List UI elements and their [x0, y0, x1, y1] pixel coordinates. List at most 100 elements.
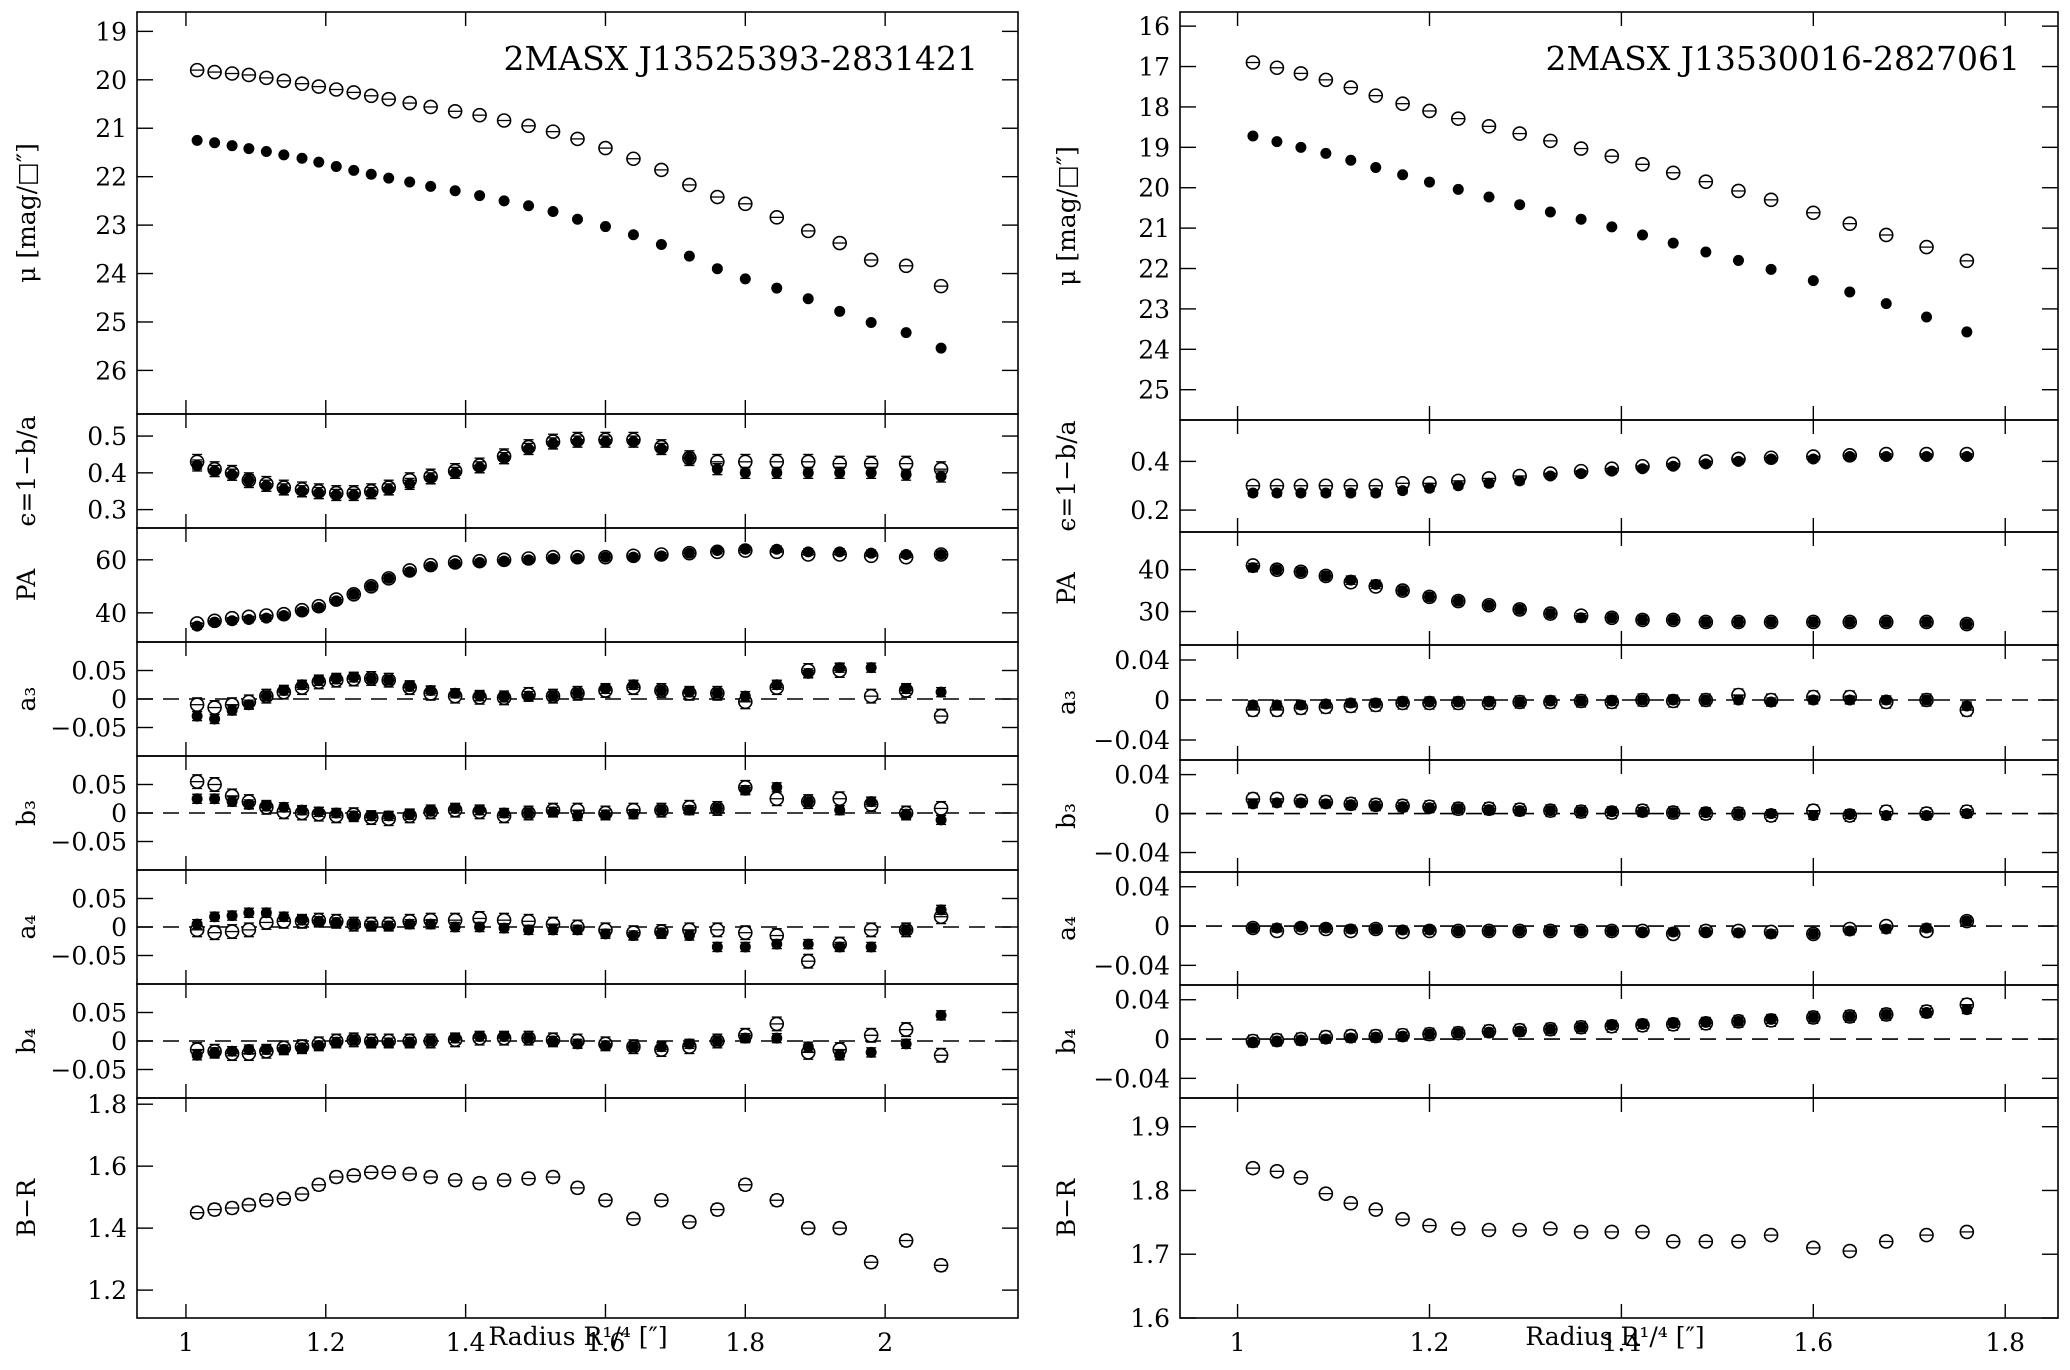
data-point-filled	[1271, 922, 1283, 934]
data-point-filled	[278, 483, 290, 495]
data-point-filled	[683, 452, 695, 464]
y-tick-label: 0	[111, 799, 127, 828]
data-point-filled	[1961, 326, 1973, 338]
data-point-filled	[383, 483, 395, 495]
data-point-filled	[365, 487, 377, 499]
data-point-filled	[655, 550, 667, 562]
data-point-filled	[935, 1009, 947, 1021]
series-open	[189, 663, 949, 724]
data-point-filled	[599, 928, 611, 940]
data-point-filled	[771, 781, 783, 793]
data-point-filled	[1514, 925, 1526, 937]
data-point-filled	[1397, 1030, 1409, 1042]
y-axis-label: b₃	[1052, 803, 1081, 829]
data-point-filled	[313, 915, 325, 927]
panel-b3-right: b₃ −0.04 0 0.04	[1052, 759, 2059, 873]
data-point-filled	[1320, 487, 1332, 499]
data-point-filled	[655, 238, 667, 250]
data-point-filled	[1606, 612, 1618, 624]
data-point-filled	[1921, 810, 1933, 822]
data-point-filled	[1483, 191, 1495, 203]
data-point-filled	[278, 149, 290, 161]
data-point-filled	[1320, 922, 1332, 934]
data-point-filled	[599, 1040, 611, 1052]
data-point-filled	[191, 134, 203, 146]
data-point-filled	[1271, 564, 1283, 576]
data-point-filled	[900, 469, 912, 481]
data-point-filled	[1844, 925, 1856, 937]
data-point-filled	[802, 938, 814, 950]
data-point-filled	[296, 485, 308, 497]
data-point-filled	[278, 801, 290, 813]
data-point-filled	[1452, 480, 1464, 492]
x-tick-label: 1.6	[586, 1328, 626, 1357]
data-point-filled	[1397, 696, 1409, 708]
data-point-filled	[802, 667, 814, 679]
data-point-filled	[191, 918, 203, 930]
data-point-filled	[1807, 810, 1819, 822]
data-point-filled	[1397, 924, 1409, 936]
y-tick-label: 0.04	[1114, 873, 1170, 902]
data-point-filled	[1320, 1033, 1332, 1045]
data-point-filled	[547, 437, 559, 449]
y-tick-label: 0.05	[71, 999, 127, 1028]
data-point-filled	[1732, 808, 1744, 820]
data-point-filled	[278, 684, 290, 696]
data-point-filled	[1271, 487, 1283, 499]
data-point-filled	[296, 152, 308, 164]
data-point-filled	[572, 436, 583, 448]
data-point-filled	[1345, 799, 1357, 811]
data-point-filled	[683, 686, 695, 698]
data-point-filled	[191, 1049, 203, 1061]
panel-ellipticity-right: ϵ=1−b/a 0.2 0.4	[1052, 419, 2059, 533]
y-tick-label: 19	[1138, 133, 1170, 162]
data-point-filled	[313, 487, 325, 499]
data-point-filled	[425, 1035, 437, 1047]
data-point-filled	[348, 164, 360, 176]
y-tick-label: 1.6	[1130, 1304, 1170, 1333]
data-point-filled	[425, 684, 437, 696]
panel-a4-right: a₄ −0.04 0 0.04	[1052, 871, 2059, 986]
data-point-filled	[1320, 698, 1332, 710]
data-point-filled	[900, 327, 912, 339]
y-tick-label: 1.2	[87, 1276, 127, 1305]
data-point-filled	[1514, 696, 1526, 708]
panel-frame	[136, 1097, 1019, 1319]
y-tick-label: 20	[1138, 174, 1170, 203]
data-point-filled	[365, 920, 377, 932]
data-point-filled	[1844, 694, 1856, 706]
data-point-filled	[260, 907, 272, 919]
y-tick-label: 23	[1138, 295, 1170, 324]
data-point-filled	[1544, 925, 1556, 937]
data-point-filled	[330, 673, 342, 685]
panel-frame	[1179, 1097, 2059, 1319]
data-point-filled	[404, 918, 416, 930]
data-point-filled	[1452, 595, 1464, 607]
data-point-filled	[523, 924, 535, 936]
data-point-filled	[547, 552, 559, 564]
y-tick-label: −0.05	[50, 942, 127, 971]
data-point-filled	[547, 1035, 559, 1047]
data-point-filled	[1732, 254, 1744, 266]
data-point-filled	[599, 809, 611, 821]
data-point-filled	[191, 620, 203, 632]
panel-a3-right: a₃ −0.04 0 0.04	[1052, 644, 2059, 761]
data-point-filled	[313, 806, 325, 818]
data-point-filled	[1320, 147, 1332, 159]
y-tick-label: 0.04	[1114, 986, 1170, 1015]
x-tick-label: 1.6	[1793, 1328, 1833, 1357]
data-point-filled	[449, 467, 461, 479]
data-point-filled	[383, 674, 395, 686]
data-point-filled	[348, 671, 360, 683]
data-point-filled	[771, 467, 783, 479]
x-tick-label: 1	[1230, 1328, 1246, 1357]
data-point-filled	[683, 250, 695, 262]
data-point-filled	[1606, 221, 1618, 233]
data-point-filled	[1397, 485, 1409, 497]
data-point-filled	[1370, 800, 1382, 812]
data-point-filled	[1765, 808, 1777, 820]
data-point-filled	[296, 1042, 308, 1054]
data-point-filled	[1844, 809, 1856, 821]
